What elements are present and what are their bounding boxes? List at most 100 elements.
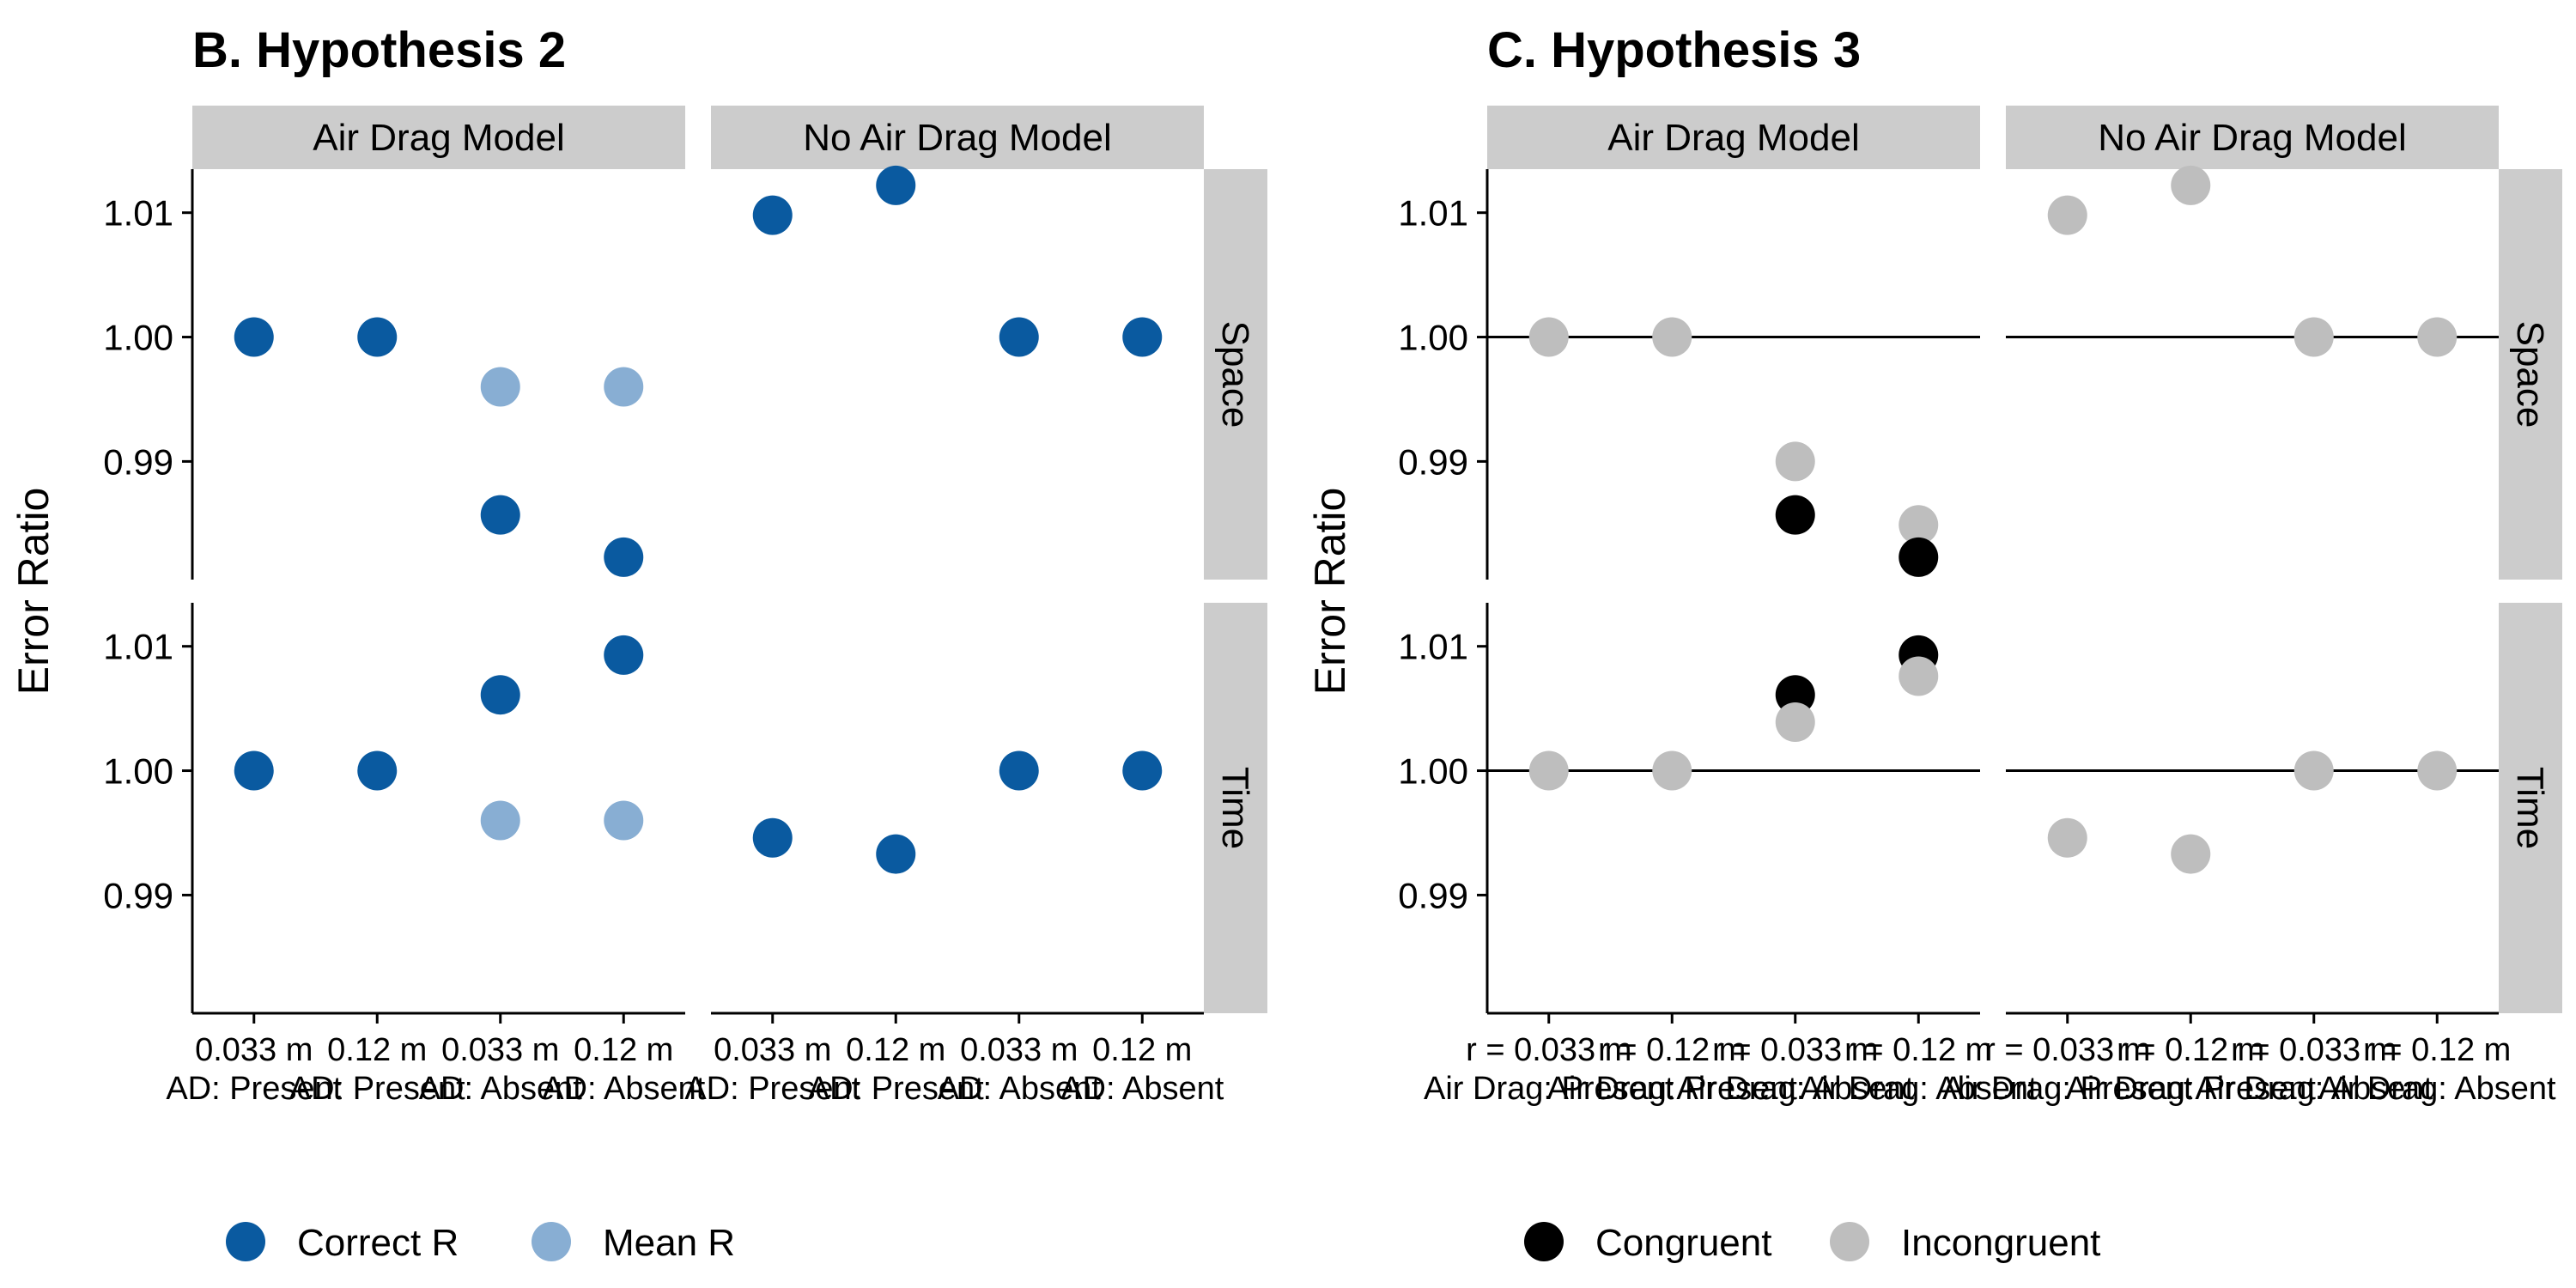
- y-tick-label: 1.01: [103, 193, 173, 234]
- point-correct-r-time-1-0: [752, 817, 793, 858]
- point-correct-r-space-0-0: [234, 317, 274, 357]
- x-tick-label-line2: AD: Present: [808, 1071, 984, 1107]
- legend-key-mean-r: [532, 1222, 571, 1261]
- strip-no-air-drag-model: [2006, 106, 2499, 169]
- y-axis-title: Error Ratio: [9, 488, 58, 696]
- point-correct-r-space-1-0: [752, 195, 793, 235]
- strip-label-time: Time: [2509, 767, 2551, 849]
- legend-key-congruent: [1524, 1222, 1564, 1261]
- point-correct-r-time-1-2: [999, 750, 1039, 791]
- strip-space: [2499, 169, 2562, 580]
- legend-label-correct-r: Correct R: [297, 1222, 459, 1264]
- x-tick-label-line1: 0.12 m: [846, 1032, 945, 1068]
- y-tick-label: 1.00: [103, 751, 173, 792]
- x-tick-label-line1: r = 0.12 m: [2363, 1032, 2511, 1068]
- point-mean-r-time-0-2: [480, 800, 520, 841]
- point-correct-r-space-0-3: [604, 537, 644, 577]
- point-congruent-time-0-2: [1775, 675, 1815, 715]
- chart-title: C. Hypothesis 3: [1487, 22, 1861, 78]
- point-incongruent-time-0-0: [1528, 750, 1569, 791]
- point-correct-r-space-1-1: [876, 165, 916, 205]
- legend-key-incongruent: [1830, 1222, 1869, 1261]
- strip-air-drag-model: [1487, 106, 1980, 169]
- point-incongruent-space-1-1: [2171, 165, 2211, 205]
- legend-label-mean-r: Mean R: [603, 1222, 735, 1264]
- point-congruent-space-0-3: [1899, 537, 1939, 577]
- point-incongruent-space-1-0: [2047, 195, 2087, 235]
- y-tick-label: 1.01: [103, 627, 173, 667]
- y-tick-label: 0.99: [1398, 441, 1468, 482]
- legend-label-congruent: Congruent: [1595, 1222, 1771, 1264]
- x-tick-label-line1: 0.033 m: [195, 1032, 313, 1068]
- point-correct-r-space-0-2: [480, 495, 520, 535]
- strip-label-no-air-drag-model: No Air Drag Model: [803, 117, 1111, 159]
- point-correct-r-time-1-3: [1122, 750, 1163, 791]
- x-tick-label-line1: 0.12 m: [574, 1032, 673, 1068]
- strip-label-no-air-drag-model: No Air Drag Model: [2098, 117, 2406, 159]
- x-tick-label-line1: r = 0.033 m: [1466, 1032, 1631, 1068]
- x-tick-label-line2: Air Drag: Present: [1547, 1071, 1798, 1107]
- y-tick-label: 1.00: [1398, 318, 1468, 358]
- x-tick-label-line2: AD: Present: [684, 1071, 860, 1107]
- strip-no-air-drag-model: [711, 106, 1204, 169]
- point-incongruent-space-0-0: [1528, 317, 1569, 357]
- strip-time: [1204, 603, 1267, 1013]
- legend-key-correct-r: [226, 1222, 265, 1261]
- point-correct-r-time-0-2: [480, 675, 520, 715]
- point-mean-r-time-0-3: [604, 800, 644, 841]
- y-tick-label: 1.00: [103, 318, 173, 358]
- x-tick-label-line2: Air Drag: Absent: [1800, 1071, 2038, 1107]
- chart-hypothesis-3: C. Hypothesis 3 Air Drag Model No Air Dra…: [1306, 22, 2562, 1264]
- x-tick-label-line2: Air Drag: Absent: [2195, 1071, 2433, 1107]
- x-tick-label-line1: r = 0.12 m: [2117, 1032, 2264, 1068]
- strip-label-space: Space: [2509, 321, 2551, 428]
- point-incongruent-time-0-3: [1899, 656, 1939, 696]
- x-tick-label-line1: 0.033 m: [960, 1032, 1078, 1068]
- y-tick-label: 0.99: [103, 875, 173, 915]
- point-correct-r-time-0-0: [234, 750, 274, 791]
- point-correct-r-time-0-3: [604, 635, 644, 675]
- x-tick-label-line1: 0.12 m: [327, 1032, 427, 1068]
- point-incongruent-space-0-1: [1652, 317, 1692, 357]
- chart-title: B. Hypothesis 2: [192, 22, 566, 78]
- x-tick-label-line2: Air Drag: Present: [1942, 1071, 2193, 1107]
- point-incongruent-time-1-3: [2417, 750, 2458, 791]
- point-incongruent-time-0-2: [1775, 702, 1815, 743]
- strip-time: [2499, 603, 2562, 1013]
- point-mean-r-space-0-2: [480, 367, 520, 407]
- strip-label-air-drag-model: Air Drag Model: [313, 117, 564, 159]
- point-incongruent-space-1-3: [2417, 317, 2458, 357]
- x-tick-label-line1: 0.033 m: [714, 1032, 831, 1068]
- x-tick-label-line2: AD: Absent: [1060, 1071, 1224, 1107]
- point-mean-r-space-0-3: [604, 367, 644, 407]
- x-tick-label-line1: 0.033 m: [441, 1032, 559, 1068]
- x-tick-label-line2: AD: Present: [289, 1071, 465, 1107]
- y-tick-label: 0.99: [103, 441, 173, 482]
- x-tick-label-line2: Air Drag: Present: [2066, 1071, 2317, 1107]
- x-tick-label-line1: r = 0.12 m: [1598, 1032, 1746, 1068]
- y-tick-label: 1.01: [1398, 193, 1468, 234]
- x-tick-label-line2: Air Drag: Absent: [1676, 1071, 1914, 1107]
- x-tick-label-line2: Air Drag: Present: [1424, 1071, 1674, 1107]
- point-incongruent-space-0-2: [1775, 441, 1815, 482]
- x-tick-label-line2: AD: Absent: [542, 1071, 706, 1107]
- x-tick-label-line1: r = 0.033 m: [1984, 1032, 2150, 1068]
- strip-label-air-drag-model: Air Drag Model: [1607, 117, 1859, 159]
- point-incongruent-time-0-1: [1652, 750, 1692, 791]
- point-incongruent-time-1-2: [2293, 750, 2334, 791]
- strip-space: [1204, 169, 1267, 580]
- point-incongruent-time-1-0: [2047, 817, 2087, 858]
- x-tick-label-line1: 0.12 m: [1092, 1032, 1192, 1068]
- point-incongruent-space-0-3: [1899, 505, 1939, 545]
- strip-label-time: Time: [1214, 767, 1256, 849]
- x-tick-label-line2: AD: Absent: [938, 1071, 1102, 1107]
- x-tick-label-line1: r = 0.12 m: [1844, 1032, 1992, 1068]
- y-tick-label: 1.00: [1398, 751, 1468, 792]
- y-axis-title: Error Ratio: [1306, 488, 1354, 696]
- y-tick-label: 1.01: [1398, 627, 1468, 667]
- point-congruent-space-0-2: [1775, 495, 1815, 535]
- y-tick-label: 0.99: [1398, 875, 1468, 915]
- legend-label-incongruent: Incongruent: [1901, 1222, 2100, 1264]
- x-tick-label-line2: Air Drag: Absent: [2318, 1071, 2556, 1107]
